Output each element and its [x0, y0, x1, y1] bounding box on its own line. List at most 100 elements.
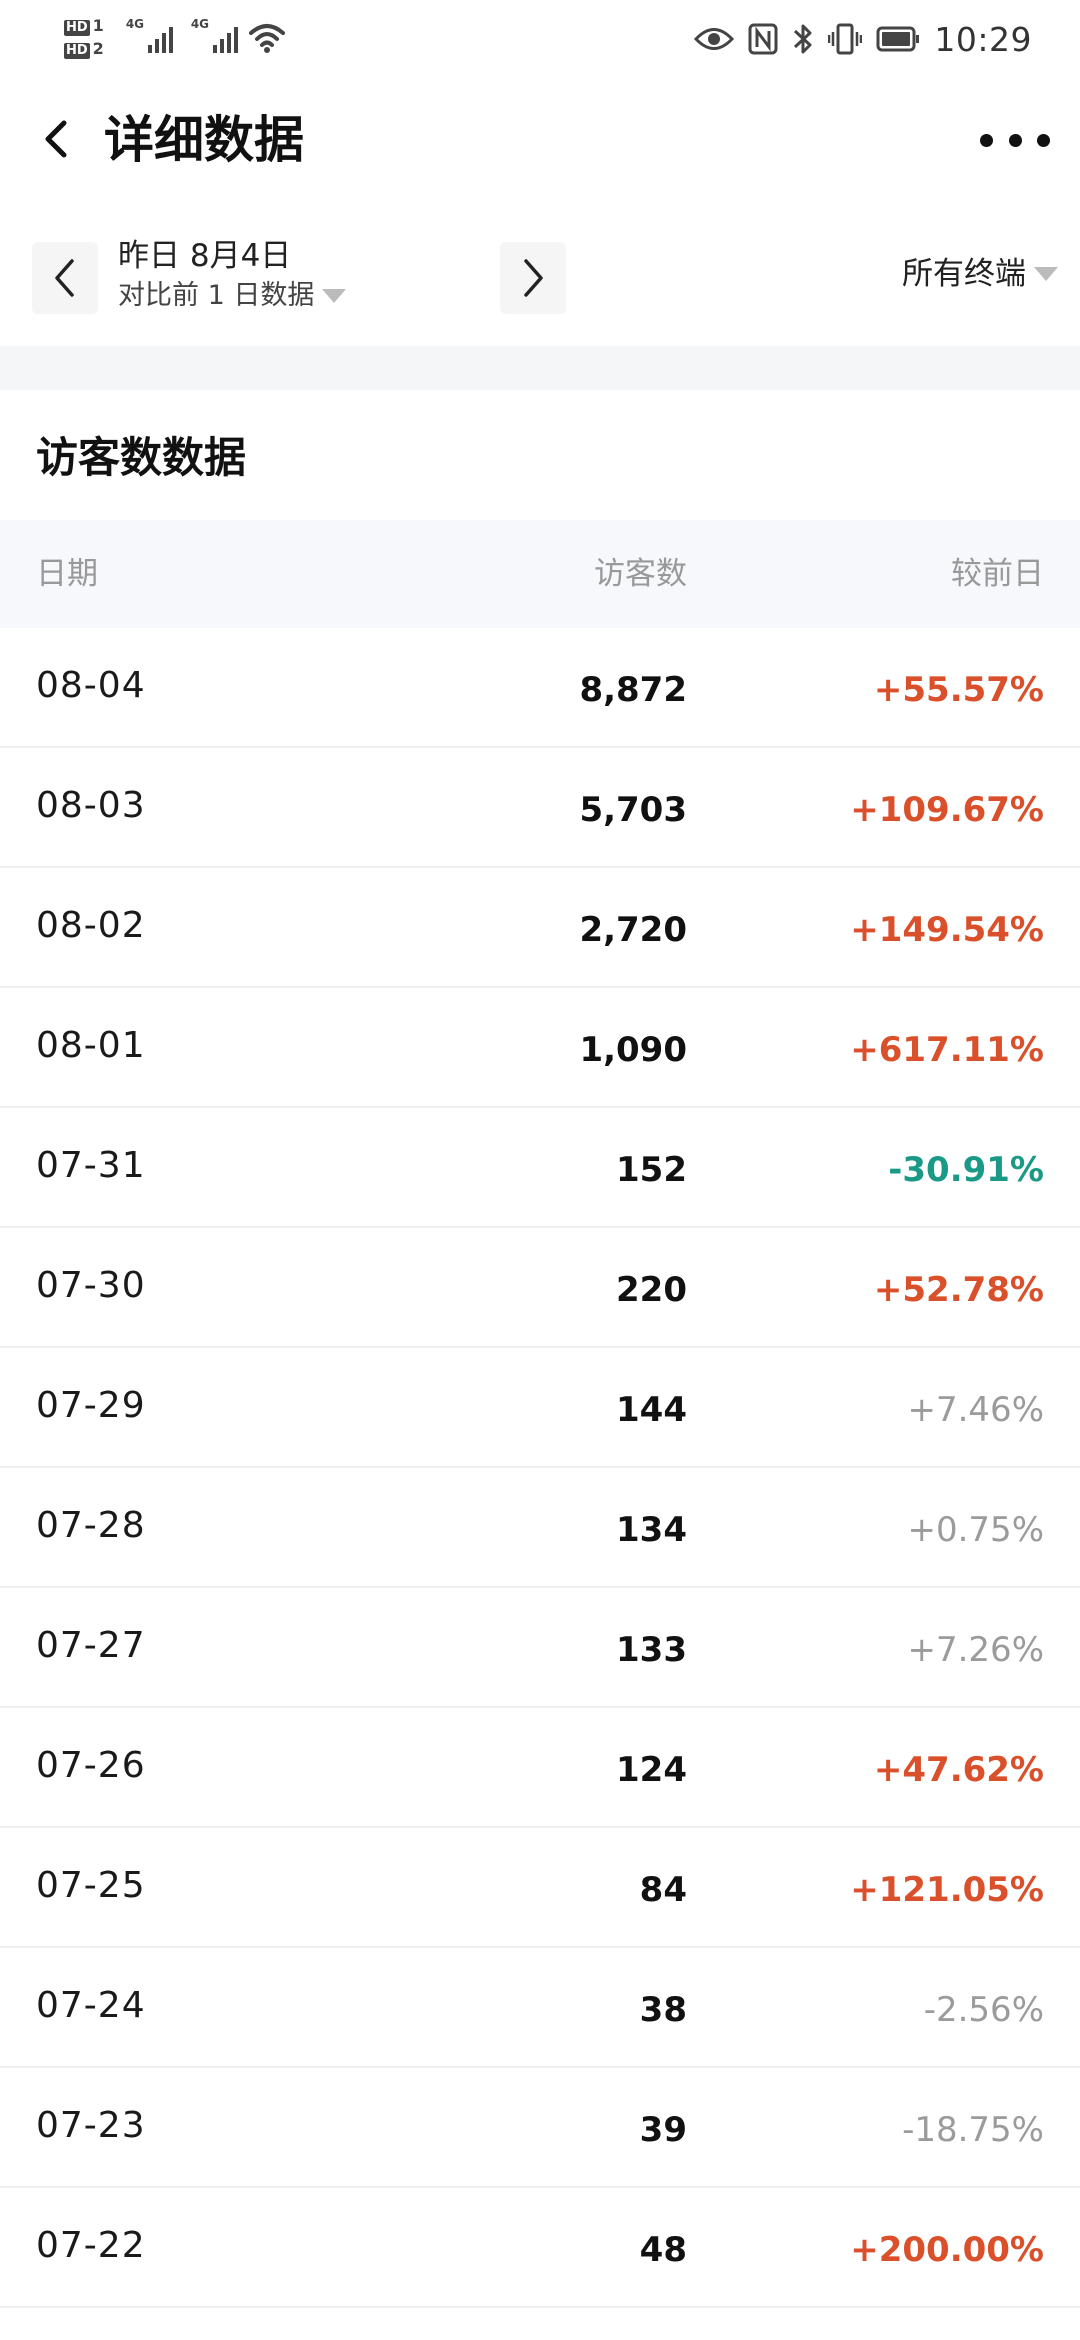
cell-date: 07-24	[36, 1985, 146, 2026]
signal-1-icon: 4G	[126, 17, 173, 53]
cell-date: 07-27	[36, 1625, 146, 1666]
sim1-hd-label: HD	[64, 20, 90, 36]
cell-date: 07-29	[36, 1385, 146, 1426]
cell-visitors: 134	[616, 1510, 687, 1550]
table-body: 08-04 8,872 +55.57% 08-03 5,703 +109.67% 08-02…	[0, 628, 1080, 2308]
table-row[interactable]: 07-27 133 +7.26%	[0, 1588, 1080, 1708]
chevron-left-icon	[55, 259, 74, 297]
cell-change: +0.75%	[907, 1510, 1045, 1550]
page-title: 详细数据	[104, 111, 304, 169]
status-left: HD 1 HD 2 4G 4G	[64, 8, 286, 68]
table-row[interactable]: 08-03 5,703 +109.67%	[0, 748, 1080, 868]
table-row[interactable]: 08-01 1,090 +617.11%	[0, 988, 1080, 1108]
signal-2-icon: 4G	[191, 17, 238, 53]
network-1-label: 4G	[125, 17, 145, 31]
cell-visitors: 152	[616, 1150, 687, 1190]
nfc-icon	[748, 23, 778, 55]
network-2-label: 4G	[190, 17, 210, 31]
next-date-button[interactable]	[500, 242, 566, 314]
back-icon[interactable]	[34, 115, 82, 163]
triangle-down-icon	[1034, 267, 1058, 281]
cell-visitors: 124	[616, 1750, 687, 1790]
vibrate-icon	[828, 23, 863, 55]
sim1-number: 1	[92, 16, 104, 35]
column-header-date[interactable]: 日期	[36, 556, 98, 592]
cell-visitors: 8,872	[579, 670, 687, 710]
more-dots-icon[interactable]	[980, 120, 1050, 160]
section-divider	[0, 346, 1080, 390]
table-row[interactable]: 07-23 39 -18.75%	[0, 2068, 1080, 2188]
status-right: 10:29	[694, 14, 1032, 64]
cell-date: 07-30	[36, 1265, 146, 1306]
sim2-hd-label: HD	[64, 43, 90, 59]
sim1-indicator: HD 1	[64, 17, 104, 36]
table-row[interactable]: 07-24 38 -2.56%	[0, 1948, 1080, 2068]
table-row[interactable]: 07-31 152 -30.91%	[0, 1108, 1080, 1228]
nav-bar: 详细数据	[0, 90, 1080, 200]
cell-change: +109.67%	[850, 790, 1044, 830]
cell-date: 07-28	[36, 1505, 146, 1546]
table-row[interactable]: 07-28 134 +0.75%	[0, 1468, 1080, 1588]
cell-date: 08-01	[36, 1025, 146, 1066]
cell-change: +149.54%	[850, 910, 1044, 950]
cell-visitors: 144	[616, 1390, 687, 1430]
chevron-right-icon	[524, 259, 543, 297]
cell-change: +200.00%	[850, 2230, 1044, 2270]
cell-visitors: 38	[639, 1990, 687, 2030]
table-row[interactable]: 07-26 124 +47.62%	[0, 1708, 1080, 1828]
cell-visitors: 48	[639, 2230, 687, 2270]
sim2-number: 2	[92, 39, 104, 58]
cell-date: 07-22	[36, 2225, 146, 2266]
table-row[interactable]: 07-30 220 +52.78%	[0, 1228, 1080, 1348]
visitor-table: 日期 访客数 较前日 08-04 8,872 +55.57% 08-03 5,703 +1…	[0, 520, 1080, 2308]
terminal-selector[interactable]: 所有终端	[902, 254, 1058, 294]
prev-date-button[interactable]	[32, 242, 98, 314]
compare-selector[interactable]: 对比前 1 日数据	[118, 278, 347, 314]
status-bar: HD 1 HD 2 4G 4G	[0, 0, 1080, 80]
cell-visitors: 5,703	[579, 790, 687, 830]
cell-date: 08-04	[36, 665, 146, 706]
cell-visitors: 1,090	[579, 1030, 687, 1070]
cell-change: +7.46%	[907, 1390, 1045, 1430]
cell-date: 07-31	[36, 1145, 146, 1186]
cell-change: -30.91%	[888, 1150, 1044, 1190]
cell-change: +121.05%	[850, 1870, 1044, 1910]
cell-change: +55.57%	[873, 670, 1044, 710]
sim-indicators: HD 1 HD 2	[64, 17, 104, 59]
cell-visitors: 39	[639, 2110, 687, 2150]
cell-date: 08-03	[36, 785, 146, 826]
cell-visitors: 133	[616, 1630, 687, 1670]
bluetooth-icon	[794, 24, 812, 54]
cell-visitors: 2,720	[579, 910, 687, 950]
date-selector: 昨日 8月4日 对比前 1 日数据 所有终端	[0, 230, 1080, 330]
cell-date: 08-02	[36, 905, 146, 946]
sim2-indicator: HD 2	[64, 40, 104, 59]
compare-label: 对比前 1 日数据	[118, 280, 315, 311]
cell-change: +52.78%	[873, 1270, 1044, 1310]
table-row[interactable]: 07-22 48 +200.00%	[0, 2188, 1080, 2308]
battery-icon	[876, 26, 920, 52]
section-title: 访客数数据	[36, 433, 247, 482]
table-header: 日期 访客数 较前日	[0, 520, 1080, 628]
column-header-change[interactable]: 较前日	[951, 556, 1044, 592]
cell-visitors: 220	[616, 1270, 687, 1310]
selected-date: 昨日 8月4日	[118, 238, 292, 274]
cell-change: -18.75%	[902, 2110, 1044, 2150]
eye-icon	[694, 28, 735, 50]
cell-change: +617.11%	[850, 1030, 1044, 1070]
table-row[interactable]: 07-29 144 +7.46%	[0, 1348, 1080, 1468]
column-header-visitors[interactable]: 访客数	[594, 556, 687, 592]
table-row[interactable]: 08-04 8,872 +55.57%	[0, 628, 1080, 748]
cell-change: +47.62%	[873, 1750, 1044, 1790]
triangle-down-icon	[322, 289, 347, 303]
terminal-label: 所有终端	[902, 256, 1026, 292]
clock: 10:29	[934, 19, 1032, 59]
table-row[interactable]: 08-02 2,720 +149.54%	[0, 868, 1080, 988]
table-row[interactable]: 07-25 84 +121.05%	[0, 1828, 1080, 1948]
cell-date: 07-25	[36, 1865, 146, 1906]
cell-date: 07-26	[36, 1745, 146, 1786]
cell-change: -2.56%	[923, 1990, 1044, 2030]
cell-visitors: 84	[639, 1870, 687, 1910]
cell-change: +7.26%	[907, 1630, 1045, 1670]
cell-date: 07-23	[36, 2105, 146, 2146]
